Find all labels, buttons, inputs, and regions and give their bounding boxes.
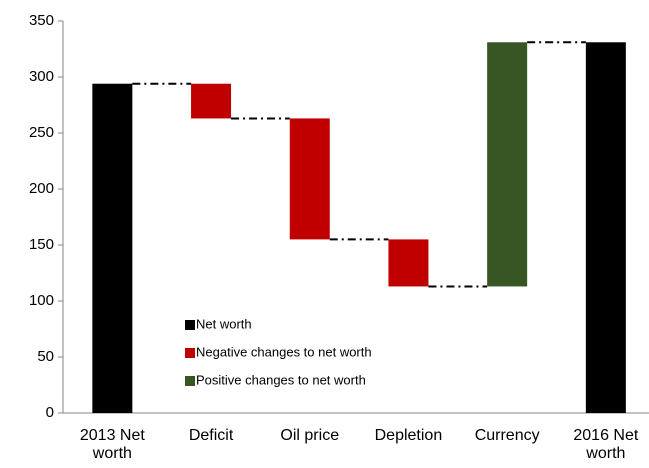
y-tick-label: 100: [29, 292, 54, 309]
legend-swatch: [185, 320, 195, 330]
legend-label: Negative changes to net worth: [196, 344, 372, 359]
y-tick-label: 350: [29, 12, 54, 29]
y-tick-label: 250: [29, 124, 54, 141]
bar: [191, 83, 232, 119]
x-tick-label: Deficit: [188, 427, 234, 444]
legend-swatch: [185, 348, 195, 358]
x-tick-label: Currency: [474, 427, 540, 444]
bar: [487, 42, 528, 287]
bar: [585, 42, 626, 413]
bar: [289, 118, 330, 240]
x-tick-label: Depletion: [374, 427, 443, 444]
y-tick-label: 0: [46, 404, 54, 421]
bar: [388, 239, 429, 287]
y-tick-label: 150: [29, 236, 54, 253]
y-tick-label: 200: [29, 180, 54, 197]
legend-label: Net worth: [196, 316, 252, 331]
legend-swatch: [185, 376, 195, 386]
x-tick-label: 2013 Net worth: [79, 427, 145, 462]
y-tick-label: 300: [29, 68, 54, 85]
legend-label: Positive changes to net worth: [196, 372, 366, 387]
x-tick-label: 2016 Net worth: [573, 427, 639, 462]
y-tick-label: 50: [37, 348, 54, 365]
x-tick-label: Oil price: [280, 427, 340, 444]
bar: [92, 83, 133, 413]
